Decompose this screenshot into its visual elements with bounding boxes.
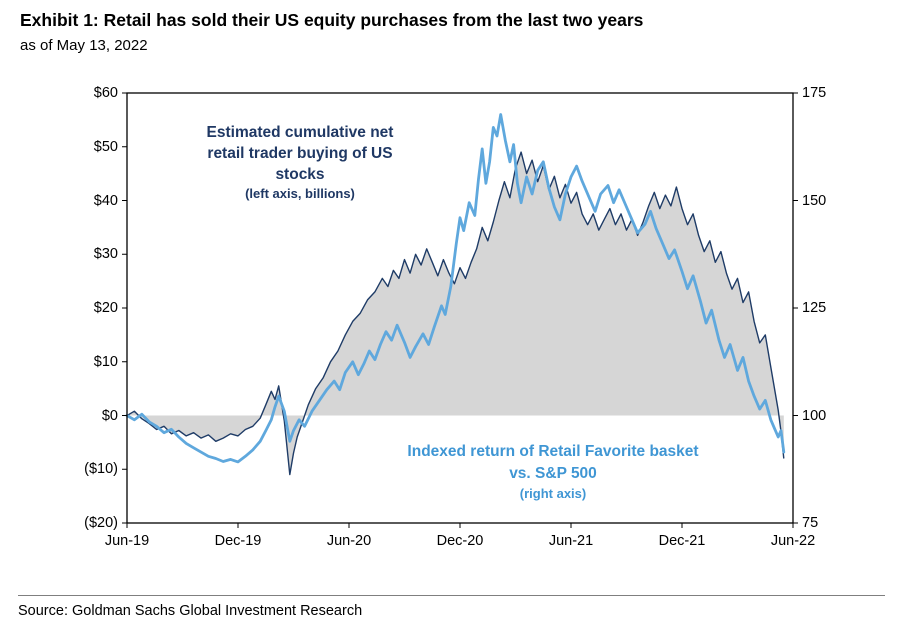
right-axis-labels: 175 150 125 100 75 — [802, 0, 872, 580]
left-axis-tick: $40 — [93, 192, 118, 209]
right-axis-tick: 175 — [802, 85, 827, 101]
left-axis-tick: $0 — [101, 407, 118, 424]
right-axis-tick: 150 — [802, 192, 827, 209]
x-axis-tick: Dec-19 — [214, 533, 262, 549]
annotation-line: Estimated cumulative net — [206, 124, 394, 141]
x-axis-tick: Jun-21 — [548, 533, 594, 549]
x-axis-labels: Jun-19 Dec-19 Jun-20 Dec-20 Jun-21 Dec-21 Jun-… — [104, 533, 816, 549]
left-axis-tick: $30 — [93, 246, 118, 263]
annotation-axis-note: (left axis, billions) — [245, 186, 355, 201]
annotation-line: retail trader buying of US — [207, 145, 393, 162]
annotation-line: vs. S&P 500 — [509, 465, 597, 482]
right-axis-tick: 125 — [802, 300, 827, 316]
exhibit-title: Exhibit 1: Retail has sold their US equi… — [20, 10, 644, 30]
annotation-retail-buying: Estimated cumulative net retail trader b… — [150, 122, 450, 203]
left-axis-tick: ($10) — [84, 461, 118, 478]
annotation-line: stocks — [275, 166, 325, 183]
annotation-line: Indexed return of Retail Favorite basket — [407, 443, 699, 460]
x-axis-tick: Jun-20 — [326, 533, 372, 549]
right-axis-tick: 100 — [802, 407, 827, 424]
x-axis-tick: Jun-19 — [104, 533, 150, 549]
left-axis-tick: ($20) — [84, 515, 118, 531]
x-axis-tick: Dec-21 — [658, 533, 706, 549]
left-axis-tick: $10 — [93, 353, 118, 370]
source-text: Source: Goldman Sachs Global Investment … — [18, 603, 363, 619]
retail-buying-area — [127, 152, 784, 475]
chart-area: $60 $50 $40 $30 $20 $10 $0 ($10) ($20) 175 150 125… — [0, 0, 872, 580]
footer-divider — [18, 595, 885, 596]
right-axis-tick: 75 — [802, 515, 819, 531]
annotation-axis-note: (right axis) — [519, 486, 587, 501]
left-axis-tick: $20 — [93, 300, 118, 316]
annotation-indexed-return: Indexed return of Retail Favorite basket… — [362, 441, 744, 503]
retail-buying-line — [126, 151, 785, 476]
left-axis-tick: $50 — [93, 138, 118, 155]
x-axis-tick: Jun-22 — [770, 533, 816, 549]
exhibit-date: as of May 13, 2022 — [20, 37, 148, 54]
retail-favorite-line — [125, 113, 786, 464]
plot-svg — [122, 92, 798, 528]
left-axis-labels: $60 $50 $40 $30 $20 $10 $0 ($10) ($20) — [0, 0, 118, 580]
left-axis-tick: $60 — [93, 85, 118, 101]
x-axis-tick: Dec-20 — [436, 533, 484, 549]
